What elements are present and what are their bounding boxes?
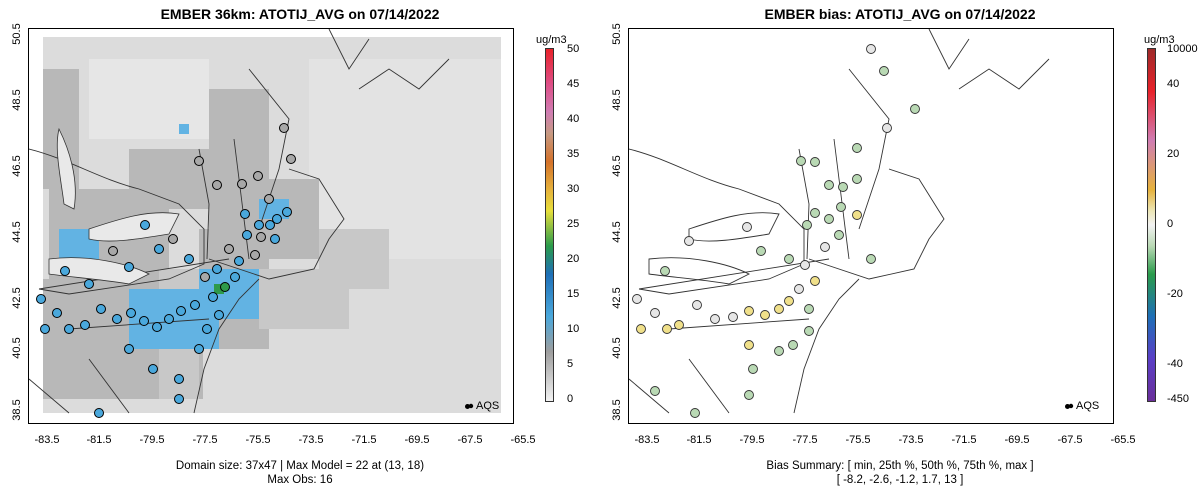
right-map-svg [629, 29, 1113, 423]
lat-tick: 50.5 [611, 23, 623, 45]
lon-tick: -65.5 [510, 434, 536, 446]
bias-map [628, 28, 1114, 424]
lat-tick: 46.5 [11, 155, 23, 177]
colorbar-tick: 35 [567, 148, 580, 160]
lon-tick: -71.5 [951, 434, 977, 446]
lat-tick: 38.5 [611, 399, 623, 421]
lat-tick: 50.5 [11, 23, 23, 45]
colorbar-tick: -40 [1167, 358, 1183, 370]
colorbar-tick: 40 [567, 113, 580, 125]
colorbar-tick: 20 [567, 253, 580, 265]
lon-tick: -83.5 [634, 434, 660, 446]
colorbar-tick: -450 [1167, 393, 1190, 405]
aqs-legend-marker [465, 403, 470, 409]
colorbar-tick: 30 [567, 183, 580, 195]
lon-tick: -77.5 [792, 434, 818, 446]
lat-tick: 42.5 [611, 287, 623, 309]
lon-tick: -79.5 [739, 434, 765, 446]
lon-tick: -67.5 [457, 434, 483, 446]
colorbar-tick: 40 [1167, 78, 1180, 90]
lon-tick: -79.5 [139, 434, 165, 446]
model-max-cell [214, 284, 224, 294]
bias-colorbar [1147, 48, 1156, 402]
lon-tick: -69.5 [1004, 434, 1030, 446]
left-footer-line2: Max Obs: 16 [267, 474, 333, 486]
lon-tick: -73.5 [298, 434, 324, 446]
lon-tick: -83.5 [34, 434, 60, 446]
colorbar-tick: 25 [567, 218, 580, 230]
colorbar-tick: 50 [567, 43, 580, 55]
colorbar-tick: 10 [567, 323, 580, 335]
lon-tick: -75.5 [245, 434, 271, 446]
great-lakes [48, 127, 180, 285]
lat-tick: 40.5 [611, 337, 623, 359]
lat-tick: 48.5 [611, 89, 623, 111]
lat-tick: 48.5 [11, 89, 23, 111]
right-footer-line1: Bias Summary: [ min, 25th %, 50th %, 75t… [766, 460, 1034, 472]
aqs-legend: AQS [1065, 400, 1099, 412]
lat-tick: 44.5 [11, 221, 23, 243]
colorbar-tick: 20 [1167, 148, 1180, 160]
colorbar-tick: 0 [1167, 218, 1174, 230]
aqs-site-markers [36, 123, 296, 418]
lon-tick: -71.5 [351, 434, 377, 446]
colorbar-tick: 10000 [1167, 43, 1198, 55]
lat-tick: 46.5 [611, 155, 623, 177]
right-footer-line2: [ -8.2, -2.6, -1.2, 1.7, 13 ] [836, 474, 964, 486]
colorbar-tick: 15 [567, 288, 580, 300]
colorbar-tick: 5 [567, 358, 574, 370]
lat-tick: 40.5 [11, 337, 23, 359]
aqs-legend: AQS [465, 400, 499, 412]
colorbar-unit: ug/m3 [1144, 34, 1175, 46]
lon-tick: -77.5 [192, 434, 218, 446]
aqs-legend-marker [1065, 403, 1070, 409]
colorbar-tick: -20 [1167, 288, 1183, 300]
right-map-title: EMBER bias: ATOTIJ_AVG on 07/14/2022 [764, 6, 1036, 22]
lon-tick: -69.5 [404, 434, 430, 446]
lat-tick: 44.5 [611, 221, 623, 243]
colorbar-unit: ug/m3 [536, 34, 567, 46]
lon-tick: -65.5 [1110, 434, 1136, 446]
bias-map-panel: EMBER bias: ATOTIJ_AVG on 07/14/2022 [600, 0, 1200, 502]
colorbar-tick: 45 [567, 78, 580, 90]
lon-tick: -81.5 [686, 434, 712, 446]
model-grid-ocean [309, 59, 501, 259]
lon-tick: -67.5 [1057, 434, 1083, 446]
colorbar-tick: 0 [567, 393, 574, 405]
boundary-lines [629, 29, 1050, 414]
model-concentration-map [28, 28, 514, 424]
concentration-colorbar [545, 48, 554, 402]
left-map-title: EMBER 36km: ATOTIJ_AVG on 07/14/2022 [160, 6, 440, 22]
lon-tick: -81.5 [86, 434, 112, 446]
model-grid-light-north [89, 59, 209, 139]
lon-tick: -75.5 [845, 434, 871, 446]
lat-tick: 42.5 [11, 287, 23, 309]
lon-tick: -73.5 [898, 434, 924, 446]
lat-tick: 38.5 [11, 399, 23, 421]
left-footer-line1: Domain size: 37x47 | Max Model = 22 at (… [175, 460, 425, 472]
left-map-svg [29, 29, 501, 418]
bias-site-markers [632, 44, 920, 418]
model-map-panel: EMBER 36km: ATOTIJ_AVG on 07/14/2022 [11, 6, 580, 486]
